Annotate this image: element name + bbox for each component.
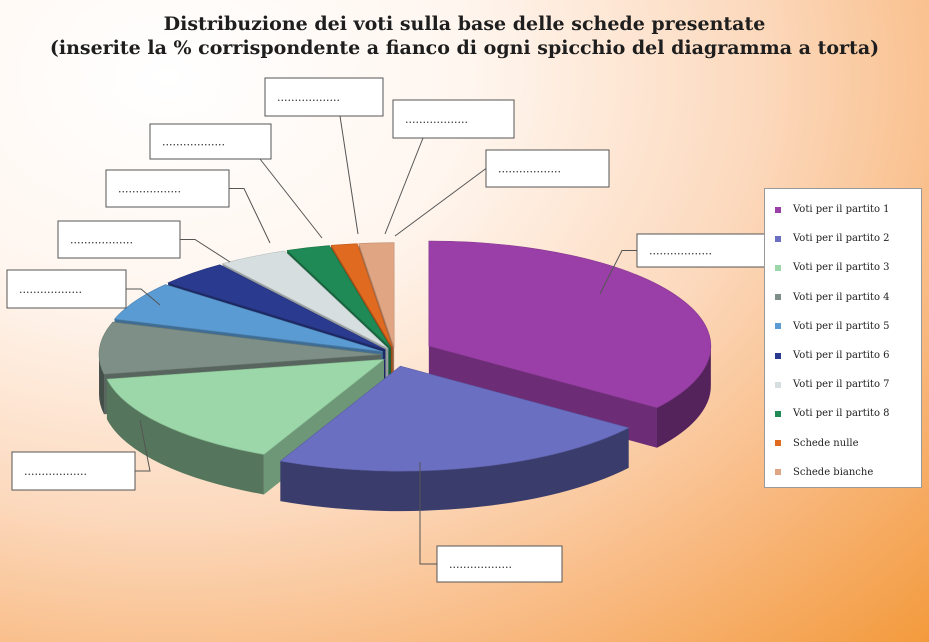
callout-slice-10: .................. [394,149,610,237]
pie-slice-2-top [279,365,630,472]
callout-placeholder: .................. [277,91,340,104]
callout-placeholder: .................. [118,183,181,196]
leader-line [180,239,231,263]
chart-legend: Voti per il partito 1 Voti per il partito… [764,188,922,488]
callout-box [149,123,272,160]
legend-label: Voti per il partito 4 [793,291,890,303]
legend-item-1: Voti per il partito 1 [775,195,921,224]
legend-label: Voti per il partito 7 [793,379,890,391]
callout-slice-3: .................. [11,419,151,491]
pie-slice-5-top [113,284,383,352]
leader-line [135,419,151,472]
leader-line [394,168,487,237]
leader-line [384,137,424,235]
callout-placeholder: .................. [162,136,225,149]
legend-item-6: Voti per il partito 6 [775,341,921,370]
callout-slice-5: .................. [57,220,231,263]
pie-slice-4-wall [99,354,105,415]
pie-slice-3-top [106,359,385,455]
legend-item-8: Voti per il partito 8 [775,399,921,428]
callout-slice-6: .................. [105,169,271,244]
legend-label: Schede nulle [793,437,859,449]
pie-slice-10-top [358,242,395,348]
pie-slice-6-top [167,264,386,350]
legend-item-3: Voti per il partito 3 [775,253,921,282]
pie-slice-1-wall [657,346,711,448]
callout-box [436,545,563,583]
callout-slice-4: .................. [6,269,161,309]
legend-label: Voti per il partito 6 [793,350,890,362]
legend-swatch [775,264,781,271]
legend-item-4: Voti per il partito 4 [775,283,921,312]
legend-item-2: Voti per il partito 2 [775,224,921,253]
leader-line [419,462,437,565]
legend-swatch [775,206,781,213]
chart-title: Distribuzione dei voti sulla base delle … [163,13,766,35]
pie-slice-4-top [98,321,382,375]
callout-box [57,220,181,259]
chart-subtitle: (inserite la % corrispondente a fianco d… [49,37,880,59]
callouts: ........................................… [6,77,766,583]
legend-swatch [775,323,781,330]
legend-swatch [775,440,781,447]
pie-slice-tops [98,240,712,472]
legend-label: Voti per il partito 2 [793,233,890,245]
legend-label: Voti per il partito 1 [793,204,890,216]
legend-swatch [775,469,781,476]
pie-slice-9-top [330,243,393,348]
legend-item-9: Schede nulle [775,429,921,458]
callout-box [485,149,610,188]
callout-slice-9: .................. [384,99,515,235]
leader-line [229,188,271,244]
legend-swatch [775,352,781,359]
callout-box [636,233,766,268]
callout-slice-8: .................. [264,77,384,235]
callout-slice-7: .................. [149,123,323,239]
legend-label: Voti per il partito 5 [793,320,890,332]
legend-swatch [775,410,781,417]
legend-swatch [775,381,781,388]
leader-line [339,115,359,235]
callout-slice-2: .................. [419,462,563,583]
pie-slice-8-top [286,245,392,349]
leader-line [259,158,323,239]
legend-label: Schede bianche [793,466,874,478]
callout-box [264,77,384,117]
legend-label: Voti per il partito 8 [793,408,890,420]
legend-swatch [775,235,781,242]
callout-placeholder: .................. [70,234,133,247]
pie-slice-1-top [428,240,712,409]
callout-placeholder: .................. [649,245,712,258]
pie-slice-3-wall [106,379,264,495]
legend-label: Voti per il partito 3 [793,262,890,274]
callout-box [11,451,136,491]
callout-placeholder: .................. [405,113,468,126]
pie-slice-7-top [221,250,389,349]
legend-swatch [775,294,781,301]
leader-line [126,288,161,306]
callout-box [6,269,127,309]
legend-item-7: Voti per il partito 7 [775,370,921,399]
callout-slice-1: .................. [599,233,766,295]
callout-placeholder: .................. [449,558,512,571]
callout-placeholder: .................. [19,283,82,296]
callout-placeholder: .................. [498,163,561,176]
callout-placeholder: .................. [24,465,87,478]
chart-title-block: Distribuzione dei voti sulla base delle … [0,12,929,60]
legend-item-5: Voti per il partito 5 [775,312,921,341]
legend-item-10: Schede bianche [775,458,921,487]
callout-box [392,99,515,139]
callout-box [105,169,230,208]
leader-line [599,250,637,295]
